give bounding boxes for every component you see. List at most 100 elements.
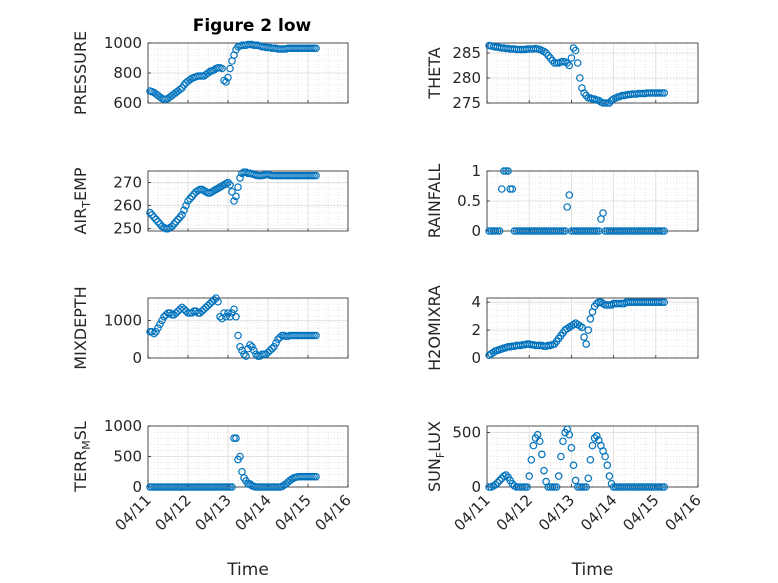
data-point xyxy=(174,215,182,224)
data-point xyxy=(206,299,214,308)
y-tick-label: 280 xyxy=(452,69,481,87)
data-point xyxy=(491,481,500,489)
data-point xyxy=(274,335,282,344)
data-point xyxy=(495,476,504,485)
data-point xyxy=(178,303,186,312)
data-point xyxy=(154,324,162,332)
data-point xyxy=(658,298,666,306)
data-point xyxy=(218,64,226,73)
data-point xyxy=(502,471,510,479)
data-point xyxy=(196,309,204,317)
data-point xyxy=(567,54,576,62)
data-point xyxy=(232,192,240,201)
data-point xyxy=(573,59,582,67)
y-label-text: LUX xyxy=(425,421,444,452)
x-tick-label: 04/16 xyxy=(662,491,705,534)
y-tick-label: 0 xyxy=(471,478,481,496)
data-point xyxy=(491,227,500,235)
y-axis-label: PRESSURE xyxy=(71,31,90,115)
data-point xyxy=(188,192,196,201)
data-point xyxy=(548,483,557,491)
axes-box xyxy=(486,170,699,232)
subplot-3: 250 260 270 AIRTEMP xyxy=(71,167,349,238)
data-point xyxy=(559,227,567,235)
data-point xyxy=(584,474,593,483)
data-point xyxy=(599,209,607,217)
y-axis-label: MIXDEPTH xyxy=(71,286,90,369)
x-tick-label: 04/14 xyxy=(232,491,275,534)
subplot-1: 600 800 1000 PRESSURE xyxy=(71,31,349,115)
data-point xyxy=(264,348,272,357)
y-axis-label: RAINFALL xyxy=(425,164,444,239)
data-point xyxy=(224,178,232,187)
y-tick-label: 275 xyxy=(452,94,481,112)
data-point xyxy=(565,430,574,439)
x-tick-label: 04/11 xyxy=(451,491,494,534)
x-tick-label: 04/12 xyxy=(493,491,536,534)
data-point xyxy=(580,333,588,341)
data-point xyxy=(508,185,517,193)
data-point xyxy=(176,213,184,221)
data-point xyxy=(502,167,510,175)
data-point xyxy=(656,227,664,235)
data-point xyxy=(242,352,250,360)
data-point xyxy=(506,185,515,193)
data-point xyxy=(180,305,188,314)
y-axis-label: AIRTEMP xyxy=(71,167,93,234)
data-point xyxy=(557,227,565,235)
data-point xyxy=(582,340,590,348)
data-point xyxy=(658,227,666,235)
data-point xyxy=(222,312,230,321)
axes-box xyxy=(486,297,699,359)
data-point xyxy=(224,73,232,82)
data-point xyxy=(150,329,158,338)
data-point xyxy=(170,220,178,228)
data-point xyxy=(228,483,236,491)
data-point xyxy=(230,197,238,205)
y-tick-label: 270 xyxy=(113,174,142,192)
data-point xyxy=(529,441,538,450)
data-point xyxy=(660,483,669,491)
data-point xyxy=(234,331,242,340)
data-point xyxy=(180,81,188,89)
axes-box xyxy=(486,42,699,104)
data-point xyxy=(658,89,666,97)
data-point xyxy=(588,441,597,450)
data-point xyxy=(592,227,601,235)
y-tick-label: 800 xyxy=(113,64,142,82)
y-axis-label: TERRMSL xyxy=(71,421,93,493)
y-label-subscript: F xyxy=(434,452,447,458)
data-point xyxy=(523,483,531,491)
y-label-text: AIR xyxy=(71,208,90,235)
data-point xyxy=(656,298,664,306)
data-point xyxy=(236,342,244,351)
y-tick-label: 0 xyxy=(132,478,142,496)
data-point xyxy=(268,344,276,353)
data-point xyxy=(204,69,212,77)
data-point xyxy=(540,466,548,475)
data-point xyxy=(262,350,270,359)
y-label-text: TERR xyxy=(71,450,90,493)
y-tick-label: 0 xyxy=(132,349,142,367)
data-point xyxy=(601,99,609,107)
data-point xyxy=(270,342,278,351)
data-point xyxy=(226,181,234,189)
y-label-subscript: T xyxy=(80,201,93,209)
y-tick-label: 1000 xyxy=(104,34,142,52)
data-point xyxy=(565,191,574,199)
data-point xyxy=(168,222,176,231)
data-point xyxy=(493,478,502,487)
data-point xyxy=(559,437,567,446)
data-point xyxy=(180,206,188,215)
y-label-text: SL xyxy=(71,421,90,440)
y-tick-label: 250 xyxy=(113,220,142,238)
x-tick-label: 04/13 xyxy=(535,491,578,534)
data-point xyxy=(312,472,320,481)
data-point xyxy=(198,307,206,315)
figure-title: Figure 2 low xyxy=(193,16,312,36)
subplot-6: 0 2 4 H2OMIXRA xyxy=(425,285,699,371)
data-point xyxy=(586,455,595,464)
data-point xyxy=(538,450,546,459)
data-point xyxy=(230,305,238,314)
